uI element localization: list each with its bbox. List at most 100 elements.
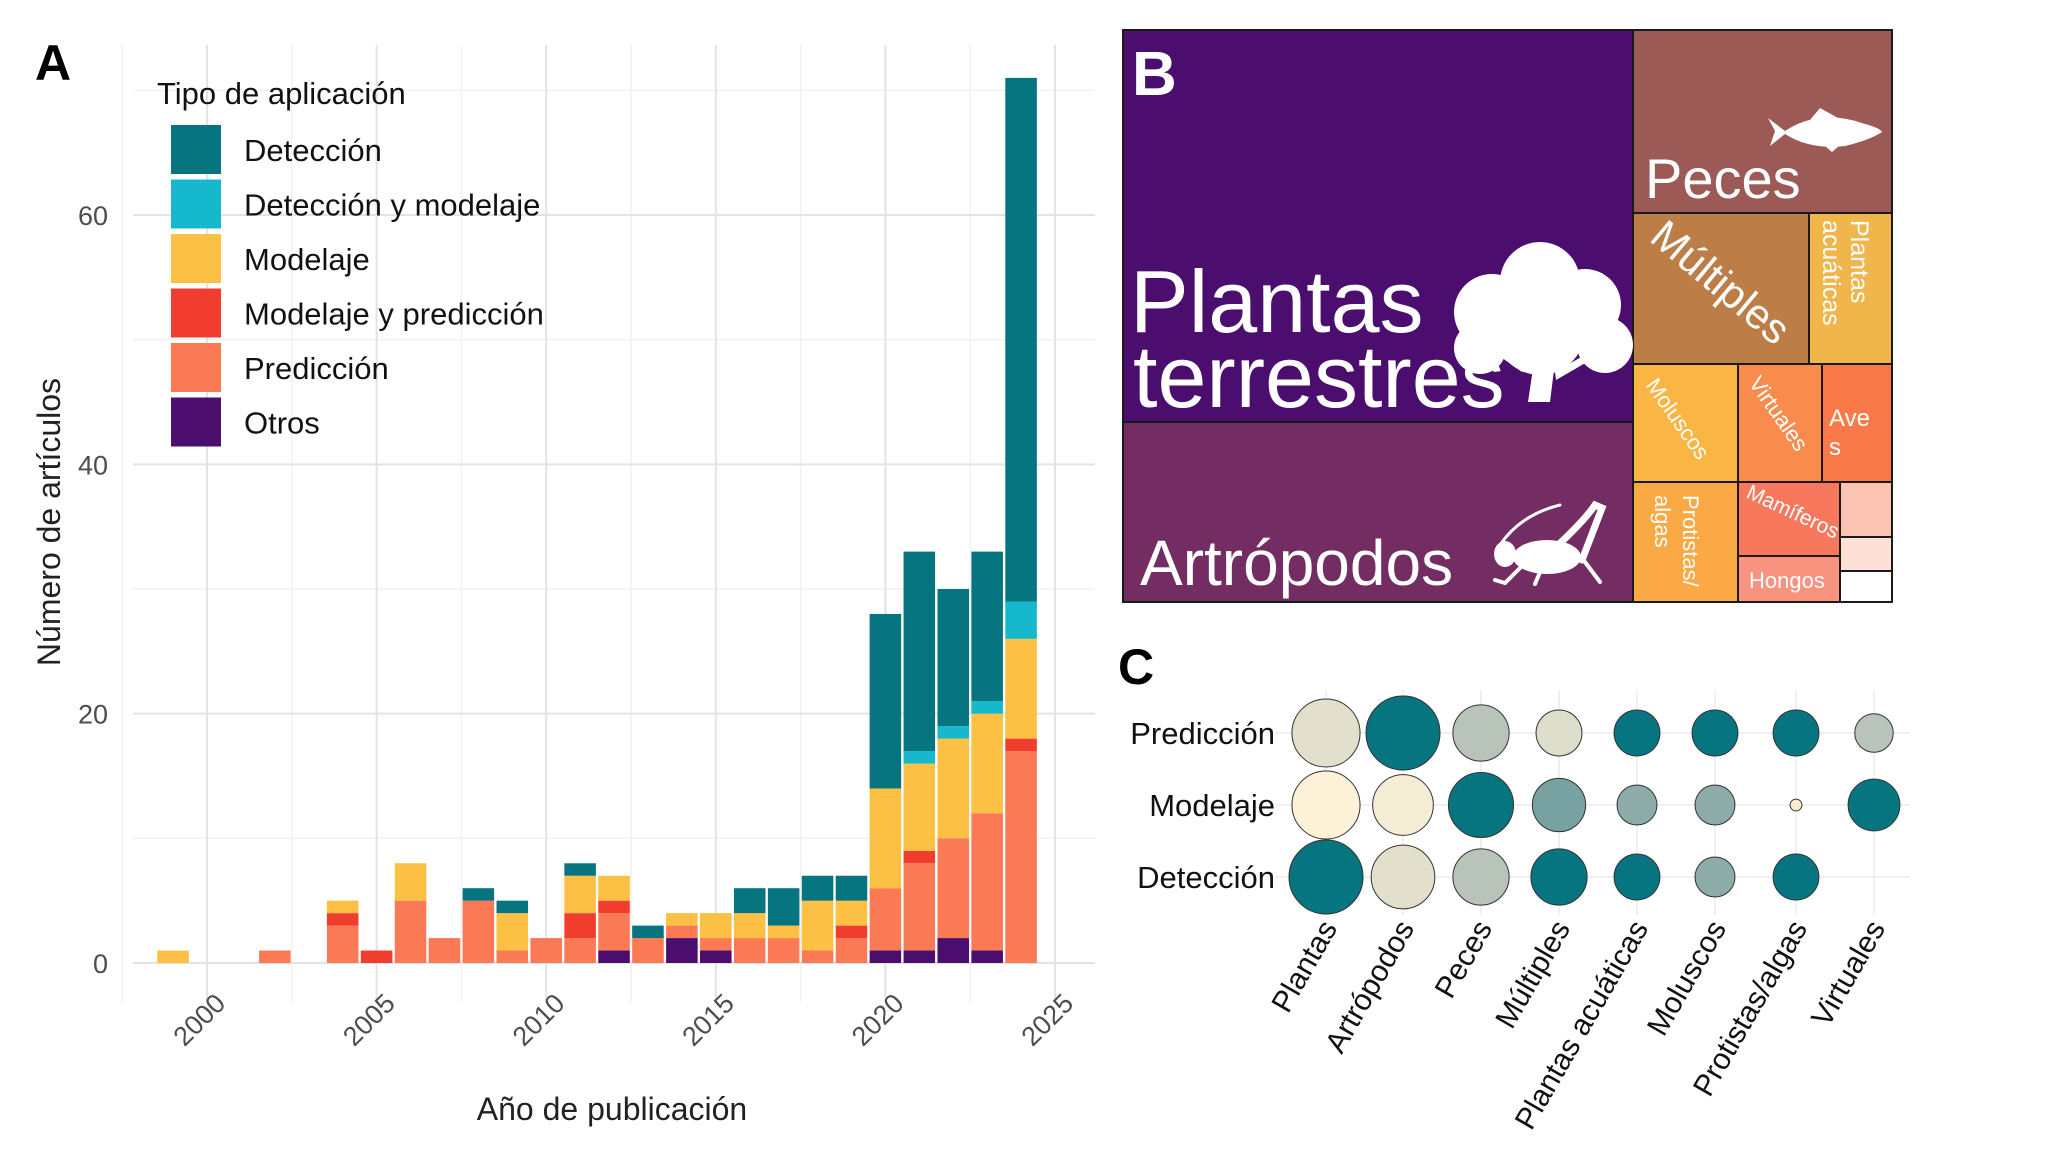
bar-segment (598, 900, 630, 914)
legend-swatch (171, 288, 221, 338)
legend-entry: Detección (244, 133, 382, 168)
panel-a-stacked-bar-chart: A 0 20 40 60 2000 2005 2010 2015 2020 2025 Año d… (31, 35, 1095, 1127)
bar-segment (903, 751, 936, 764)
x-tick-label: 2025 (1016, 988, 1080, 1052)
bar-segment (767, 938, 800, 963)
bubble (1452, 704, 1510, 762)
bar-segment (869, 788, 902, 889)
panel-a-bars (157, 77, 1037, 963)
bar-segment (835, 875, 868, 901)
bar-segment (530, 938, 562, 963)
treemap-label-plantas-acuaticas-line2: acuáticas (1817, 220, 1845, 326)
bubble-column-label: Moluscos (1641, 915, 1733, 1041)
bar-segment (428, 938, 461, 963)
bar-segment (971, 813, 1003, 951)
bar-segment (869, 950, 902, 963)
treemap-label-hongos: Hongos (1749, 568, 1825, 593)
bar-segment (496, 900, 529, 914)
bar-segment (733, 938, 766, 963)
bar-segment (564, 938, 596, 963)
bar-segment (1005, 738, 1037, 752)
treemap-rectangles (1122, 29, 1893, 603)
bar-segment (1005, 638, 1037, 739)
bar-segment (326, 925, 359, 963)
bubble (1530, 848, 1588, 906)
bubble-row-labels: Predicción Modelaje Detección (1130, 716, 1275, 895)
treemap-leaf (1737, 555, 1841, 603)
bubble (1854, 713, 1894, 753)
bar-segment (259, 950, 291, 963)
bubble (1772, 709, 1820, 757)
bar-segment (598, 913, 630, 951)
bar-segment (700, 938, 732, 951)
bubble (1372, 774, 1434, 836)
bar-segment (903, 551, 936, 752)
bar-segment (903, 863, 936, 951)
legend-entry: Modelaje y predicción (244, 297, 544, 332)
panel-a-y-axis-label: Número de artículos (31, 378, 67, 666)
treemap-label-plantas-terrestres-line2: terrestres (1133, 327, 1505, 426)
panel-c-label: C (1118, 639, 1154, 695)
panel-a-label: A (35, 35, 71, 91)
treemap-leaf (1839, 570, 1893, 603)
bubble (1772, 853, 1820, 901)
legend-entry: Predicción (244, 351, 389, 386)
bar-segment (700, 950, 732, 963)
bar-segment (767, 888, 800, 926)
treemap-leaf (1821, 363, 1893, 483)
bar-segment (869, 613, 902, 789)
bubble (1452, 848, 1510, 906)
legend-title: Tipo de aplicación (157, 76, 406, 111)
bar-segment (801, 900, 834, 951)
panel-a-gridlines (121, 45, 1095, 1002)
bubble-column-label: Plantas (1265, 915, 1344, 1018)
panel-a-y-tick-labels: 0 20 40 60 (78, 201, 108, 979)
bar-segment (462, 900, 495, 963)
bar-segment (598, 875, 630, 901)
x-tick-label: 2015 (676, 988, 740, 1052)
bar-segment (360, 950, 393, 963)
bar-segment (1005, 751, 1037, 963)
bubble (1613, 853, 1661, 901)
bubble-row-label: Modelaje (1149, 788, 1275, 823)
fish-icon (1768, 108, 1882, 152)
bubble (1535, 709, 1583, 757)
bar-segment (666, 913, 698, 926)
bar-segment (564, 863, 596, 876)
bar-segment (394, 863, 427, 901)
bar-segment (326, 900, 359, 914)
bubble (1291, 698, 1361, 768)
legend-entry: Otros (244, 406, 320, 441)
treemap-label-plantas-terrestres: Plantas (1130, 252, 1424, 351)
bubble-row-label: Predicción (1130, 716, 1275, 751)
legend-swatch (171, 234, 221, 283)
treemap-label-protistas: Protistas/ (1678, 495, 1703, 588)
bar-segment (801, 950, 834, 963)
bar-segment (903, 950, 936, 963)
bar-segment (835, 925, 868, 939)
bar-segment (971, 950, 1003, 963)
bubble (1616, 784, 1658, 826)
bar-segment (666, 925, 698, 939)
bubble (1789, 798, 1803, 812)
bubble-column-label: Múltiples (1489, 915, 1577, 1034)
bar-segment (937, 938, 970, 963)
bar-segment (632, 938, 664, 963)
bubble (1691, 709, 1739, 757)
bubble (1288, 839, 1364, 915)
bar-segment (733, 913, 766, 939)
bubble (1531, 777, 1587, 833)
treemap-leaf (1808, 212, 1893, 365)
panel-a-x-tick-labels: 2000 2005 2010 2015 2020 2025 (168, 988, 1080, 1052)
bar-segment (1005, 601, 1037, 639)
bar-segment (767, 925, 800, 939)
tree-icon (1454, 242, 1633, 402)
bar-segment (937, 589, 970, 727)
treemap-label-peces: Peces (1645, 147, 1801, 210)
bar-segment (666, 938, 698, 963)
panel-b-label: B (1132, 40, 1177, 109)
treemap-label-artropodos: Artrópodos (1140, 527, 1453, 599)
bubble-column-label: Peces (1429, 915, 1499, 1004)
